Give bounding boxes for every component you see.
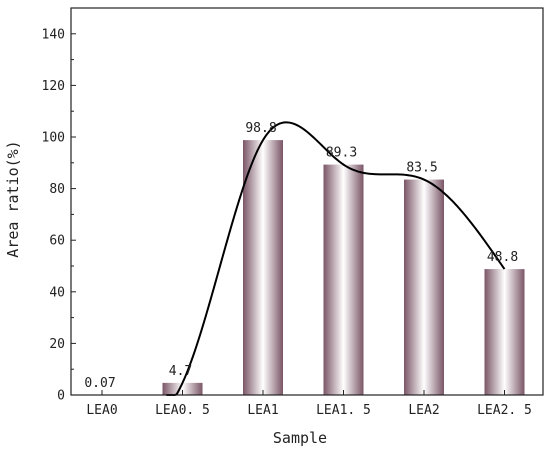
bar-5	[484, 269, 525, 395]
bars	[82, 140, 525, 395]
x-tick-label: LEA2. 5	[477, 403, 532, 418]
y-tick-label: 100	[42, 131, 65, 146]
bar-3	[323, 164, 364, 395]
bar-2	[243, 140, 283, 395]
y-tick-label: 80	[49, 182, 65, 197]
data-label: 48.8	[487, 250, 518, 265]
data-label: 83.5	[406, 161, 437, 176]
trend-curve	[166, 121, 506, 396]
x-tick-label: LEA1	[247, 403, 278, 418]
y-tick-label: 140	[42, 27, 65, 42]
x-tick-label: LEA2	[408, 403, 439, 418]
y-tick-label: 20	[49, 337, 65, 352]
data-label: 89.3	[326, 146, 357, 161]
x-tick-label: LEA1. 5	[316, 403, 371, 418]
x-axis-title: Sample	[273, 429, 327, 447]
data-labels: 0.07 4.7 98.8 89.3 83.5 48.8	[84, 121, 518, 391]
trend-curve-layer	[166, 121, 506, 396]
data-label: 4.7	[169, 364, 192, 379]
plot-frame	[70, 7, 544, 396]
data-label: 98.8	[245, 121, 276, 136]
x-tick-label: LEA0. 5	[155, 403, 210, 418]
y-tick-label: 40	[49, 285, 65, 300]
y-tick-label: 60	[49, 234, 65, 249]
y-tick-label: 120	[42, 79, 65, 94]
data-label: 0.07	[84, 376, 115, 391]
x-tick-label: LEA0	[86, 403, 117, 418]
y-axis-title: Area ratio(%)	[4, 140, 22, 257]
y-tick-label: 0	[57, 389, 65, 404]
axes: 0 20 40 60 80 100 120 140 LEA0 LEA0. 5 LEA1 LEA1. 5…	[42, 7, 544, 418]
bar-4	[404, 179, 444, 395]
bar-1	[162, 382, 203, 395]
